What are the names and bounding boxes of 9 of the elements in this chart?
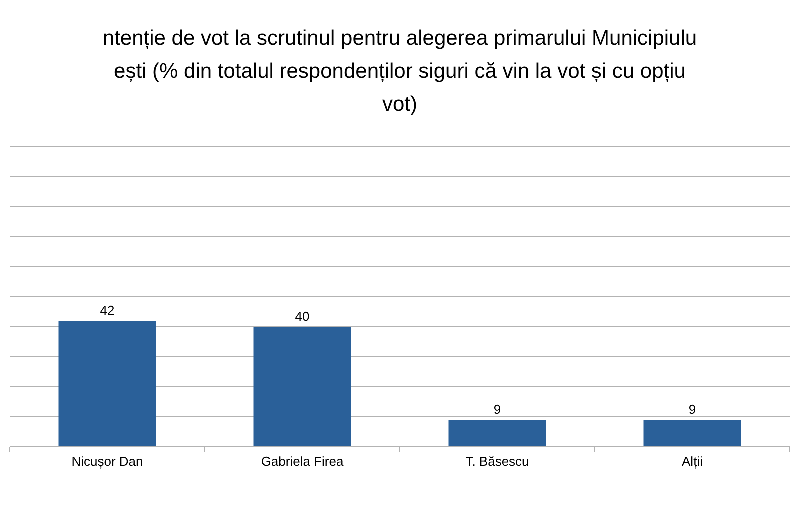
data-label: 9: [494, 402, 502, 417]
data-label: 9: [688, 402, 696, 417]
x-tick-label: Gabriela Firea: [261, 454, 344, 469]
data-label: 40: [295, 309, 310, 324]
x-tick-label: Nicușor Dan: [72, 454, 144, 469]
chart-title: ntenție de vot la scrutinul pentru alegerea primarului Municipiulu ești (% din totalul respondenților siguri că vin la vot și cu opțiu vot): [102, 27, 698, 116]
x-tick-label: T. Băsescu: [466, 454, 530, 469]
x-tick-label: Alții: [682, 454, 704, 469]
data-label: 42: [100, 303, 115, 318]
